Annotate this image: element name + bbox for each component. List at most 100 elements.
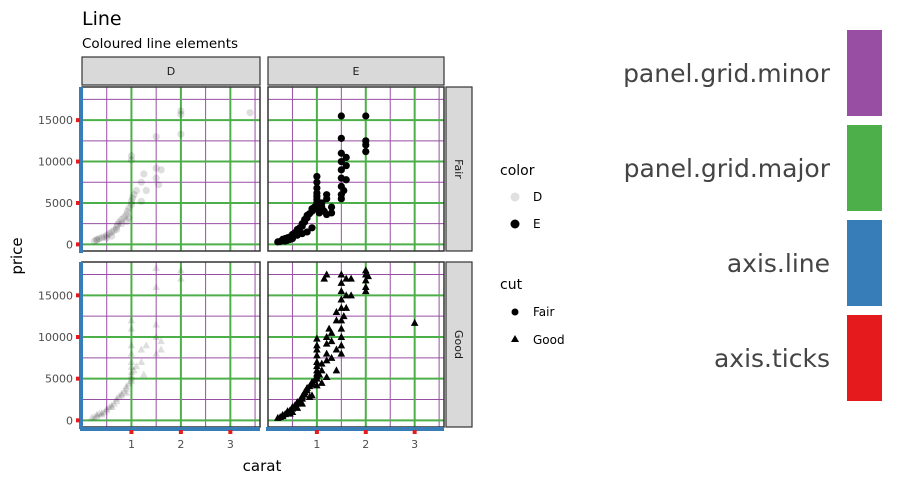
- legend-cut-title: cut: [500, 277, 523, 293]
- data-point: [90, 413, 99, 420]
- data-point: [327, 353, 336, 361]
- data-point: [313, 172, 321, 181]
- points-d-good: [88, 263, 185, 421]
- data-point: [152, 133, 160, 141]
- data-point: [113, 225, 121, 234]
- data-point: [342, 153, 350, 162]
- strip-right-label: Good: [452, 330, 465, 359]
- data-point: [157, 337, 165, 345]
- data-point: [337, 324, 346, 332]
- data-point: [342, 176, 350, 184]
- legend-cut-key-good: [511, 335, 519, 342]
- points-e-fair: [274, 112, 370, 246]
- data-point: [361, 276, 370, 284]
- swatch-axis-line: [847, 220, 882, 306]
- data-point: [286, 409, 294, 417]
- panel-d-good: [82, 262, 260, 427]
- data-point: [337, 270, 346, 278]
- strip-top-label: D: [167, 65, 175, 78]
- data-point: [337, 112, 345, 120]
- points-e-good: [273, 266, 419, 421]
- legend-color-key-d: [510, 192, 520, 202]
- data-point: [95, 409, 104, 417]
- data-point: [313, 189, 321, 197]
- data-point: [112, 394, 121, 402]
- data-point: [93, 412, 101, 420]
- data-point: [308, 224, 316, 232]
- element-swatches: panel.grid.minor panel.grid.major axis.lin…: [623, 30, 882, 401]
- data-point: [110, 226, 118, 234]
- data-point: [127, 152, 136, 160]
- data-point: [122, 217, 131, 225]
- x-tick-label: 2: [177, 438, 184, 451]
- data-point: [108, 228, 116, 236]
- data-point: [127, 374, 136, 382]
- data-point: [117, 389, 126, 397]
- data-point: [120, 387, 128, 395]
- data-point: [107, 401, 116, 409]
- y-tick-label: 0: [66, 414, 73, 427]
- data-point: [327, 337, 336, 345]
- data-point: [152, 349, 160, 357]
- strip-right-label: Fair: [452, 159, 465, 179]
- data-point: [342, 303, 351, 311]
- data-point: [293, 403, 302, 411]
- data-point: [115, 392, 123, 400]
- legend-color-title: color: [500, 163, 535, 179]
- data-point: [340, 186, 348, 195]
- data-point: [327, 203, 336, 211]
- data-point: [337, 278, 346, 286]
- legend-cut-key-fair: [511, 308, 519, 316]
- data-point: [313, 334, 321, 342]
- strip-right-box: [445, 261, 473, 428]
- data-point: [322, 333, 331, 340]
- panel-d-fair: [82, 87, 260, 251]
- data-point: [117, 215, 126, 224]
- data-point: [337, 134, 345, 142]
- data-point: [97, 410, 106, 418]
- data-point: [157, 166, 165, 174]
- data-point: [93, 235, 101, 244]
- chart-subtitle: Coloured line elements: [82, 36, 238, 52]
- data-point: [97, 408, 106, 416]
- data-point: [127, 197, 136, 205]
- data-point: [110, 399, 118, 407]
- data-point: [102, 406, 111, 414]
- data-point: [322, 339, 331, 347]
- data-point: [125, 379, 133, 387]
- swatch-panel-grid-major: [847, 125, 882, 211]
- swatch-panel-grid-minor: [847, 30, 882, 116]
- data-point: [337, 157, 345, 166]
- data-point: [177, 130, 185, 138]
- x-tick-label: 1: [128, 438, 135, 451]
- data-point: [93, 410, 101, 418]
- data-point: [125, 204, 133, 212]
- data-point: [100, 408, 109, 415]
- data-point: [337, 166, 345, 174]
- plot-area: D E Fair Good 0 5000 10000 15000 0 5000 10000 15000…: [38, 56, 473, 451]
- data-point: [177, 274, 185, 282]
- data-point: [127, 341, 136, 349]
- data-point: [410, 318, 419, 326]
- data-point: [128, 194, 137, 202]
- legend-cut-label-fair: Fair: [533, 305, 554, 319]
- data-point: [337, 295, 346, 303]
- swatch-label-panel-grid-minor: panel.grid.minor: [623, 59, 831, 88]
- data-point: [117, 220, 126, 228]
- data-point: [327, 328, 336, 336]
- data-point: [127, 358, 136, 365]
- data-point: [120, 213, 128, 221]
- data-point: [152, 333, 160, 340]
- legend-cut-label-good: Good: [533, 333, 565, 347]
- data-point: [298, 399, 307, 407]
- data-point: [152, 320, 160, 328]
- data-point: [322, 356, 331, 364]
- data-point: [286, 235, 294, 244]
- data-point: [361, 287, 370, 295]
- data-point: [127, 316, 136, 324]
- y-tick-label: 15000: [38, 114, 73, 127]
- data-point: [140, 370, 148, 378]
- data-point: [112, 397, 121, 405]
- data-point: [323, 191, 331, 199]
- data-point: [332, 316, 341, 324]
